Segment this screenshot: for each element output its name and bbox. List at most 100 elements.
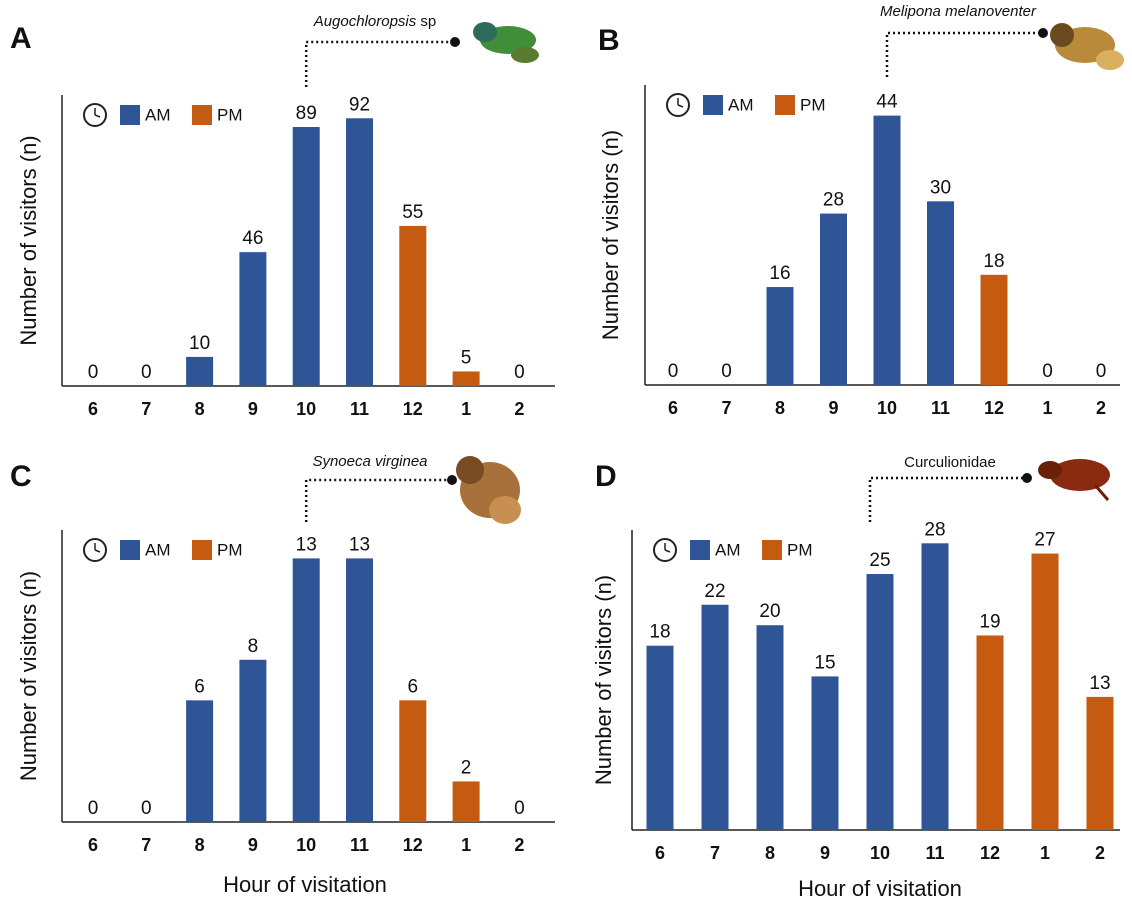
- bar: [927, 201, 954, 385]
- data-label: 28: [924, 519, 945, 540]
- annotation-dot: [1022, 473, 1032, 483]
- x-tick-label: 2: [514, 835, 524, 855]
- annotation-leader: [306, 42, 455, 87]
- data-label: 6: [194, 676, 205, 697]
- annotation-part: sp: [416, 13, 436, 30]
- x-tick-label: 9: [248, 399, 258, 419]
- legend-swatch: [120, 540, 140, 560]
- y-axis-label: Number of visitors (n): [16, 135, 41, 345]
- bar: [922, 543, 949, 830]
- legend-label: PM: [217, 540, 243, 559]
- x-tick-label: 6: [88, 399, 98, 419]
- data-label: 28: [823, 190, 844, 211]
- bar: [757, 625, 784, 830]
- annotation: Curculionidae: [904, 454, 996, 471]
- bar: [293, 127, 320, 386]
- data-label: 13: [349, 534, 370, 555]
- bar: [767, 287, 794, 385]
- annotation-part: Augochloropsis: [313, 13, 417, 30]
- bar: [239, 252, 266, 386]
- x-tick-label: 1: [461, 399, 471, 419]
- insect-image: [1038, 459, 1110, 500]
- annotation-leader: [306, 480, 452, 522]
- legend-label: AM: [715, 540, 741, 559]
- data-label: 44: [876, 92, 898, 113]
- x-tick-label: 6: [88, 835, 98, 855]
- x-tick-label: 9: [820, 843, 830, 863]
- bar: [647, 646, 674, 830]
- legend-swatch: [690, 540, 710, 560]
- x-axis-label: Hour of visitation: [223, 872, 387, 897]
- x-tick-label: 12: [984, 398, 1004, 418]
- figure: ANumber of visitors (n)Augochloropsis sp…: [0, 0, 1132, 909]
- legend-label: PM: [800, 95, 826, 114]
- data-label: 30: [930, 177, 951, 198]
- legend-swatch: [762, 540, 782, 560]
- data-label: 0: [88, 798, 99, 819]
- data-label: 15: [814, 652, 835, 673]
- x-tick-label: 10: [877, 398, 897, 418]
- legend-swatch: [192, 105, 212, 125]
- x-tick-label: 10: [870, 843, 890, 863]
- legend-label: AM: [728, 95, 754, 114]
- panel-letter: C: [10, 460, 32, 493]
- annotation-part: Melipona melanoventer: [880, 3, 1037, 20]
- data-label: 20: [759, 601, 780, 622]
- data-label: 0: [141, 362, 152, 383]
- x-tick-label: 2: [514, 399, 524, 419]
- x-tick-label: 10: [296, 399, 316, 419]
- annotation: Augochloropsis sp: [313, 13, 437, 30]
- annotation: Synoeca virginea: [312, 453, 427, 470]
- data-label: 6: [408, 676, 419, 697]
- bar: [239, 660, 266, 822]
- bar: [186, 700, 213, 822]
- bar: [820, 214, 847, 385]
- bar: [186, 357, 213, 386]
- data-label: 8: [248, 636, 259, 657]
- x-tick-label: 11: [350, 399, 369, 419]
- data-label: 25: [869, 550, 890, 571]
- x-tick-label: 7: [141, 399, 151, 419]
- x-tick-label: 6: [655, 843, 665, 863]
- data-label: 10: [189, 333, 210, 354]
- data-label: 0: [514, 362, 525, 383]
- bar: [812, 676, 839, 830]
- y-axis-label: Number of visitors (n): [16, 571, 41, 781]
- bar: [874, 116, 901, 385]
- x-tick-label: 10: [296, 835, 316, 855]
- legend-swatch: [192, 540, 212, 560]
- annotation-dot: [447, 475, 457, 485]
- x-tick-label: 2: [1095, 843, 1105, 863]
- data-label: 0: [1042, 361, 1053, 382]
- bar: [981, 275, 1008, 385]
- x-tick-label: 1: [1040, 843, 1050, 863]
- bar: [867, 574, 894, 830]
- data-label: 22: [704, 581, 725, 602]
- data-label: 0: [1096, 361, 1107, 382]
- x-tick-label: 2: [1096, 398, 1106, 418]
- bar: [293, 558, 320, 822]
- x-tick-label: 8: [195, 399, 205, 419]
- bar: [453, 371, 480, 386]
- x-tick-label: 7: [710, 843, 720, 863]
- x-tick-label: 7: [141, 835, 151, 855]
- y-axis-label: Number of visitors (n): [591, 575, 616, 785]
- x-tick-label: 11: [350, 835, 369, 855]
- legend-label: AM: [145, 540, 171, 559]
- y-axis-label: Number of visitors (n): [598, 130, 623, 340]
- annotation-part: Synoeca virginea: [312, 453, 427, 470]
- insect-image: [456, 456, 521, 524]
- x-tick-label: 1: [461, 835, 471, 855]
- legend-label: PM: [787, 540, 813, 559]
- x-tick-label: 9: [248, 835, 258, 855]
- x-tick-label: 6: [668, 398, 678, 418]
- insect-image: [473, 22, 539, 63]
- data-label: 0: [141, 798, 152, 819]
- x-axis-label: Hour of visitation: [798, 876, 962, 901]
- legend-label: PM: [217, 105, 243, 124]
- legend-swatch: [703, 95, 723, 115]
- legend-swatch: [120, 105, 140, 125]
- x-tick-label: 8: [775, 398, 785, 418]
- data-label: 2: [461, 757, 472, 778]
- x-tick-label: 7: [721, 398, 731, 418]
